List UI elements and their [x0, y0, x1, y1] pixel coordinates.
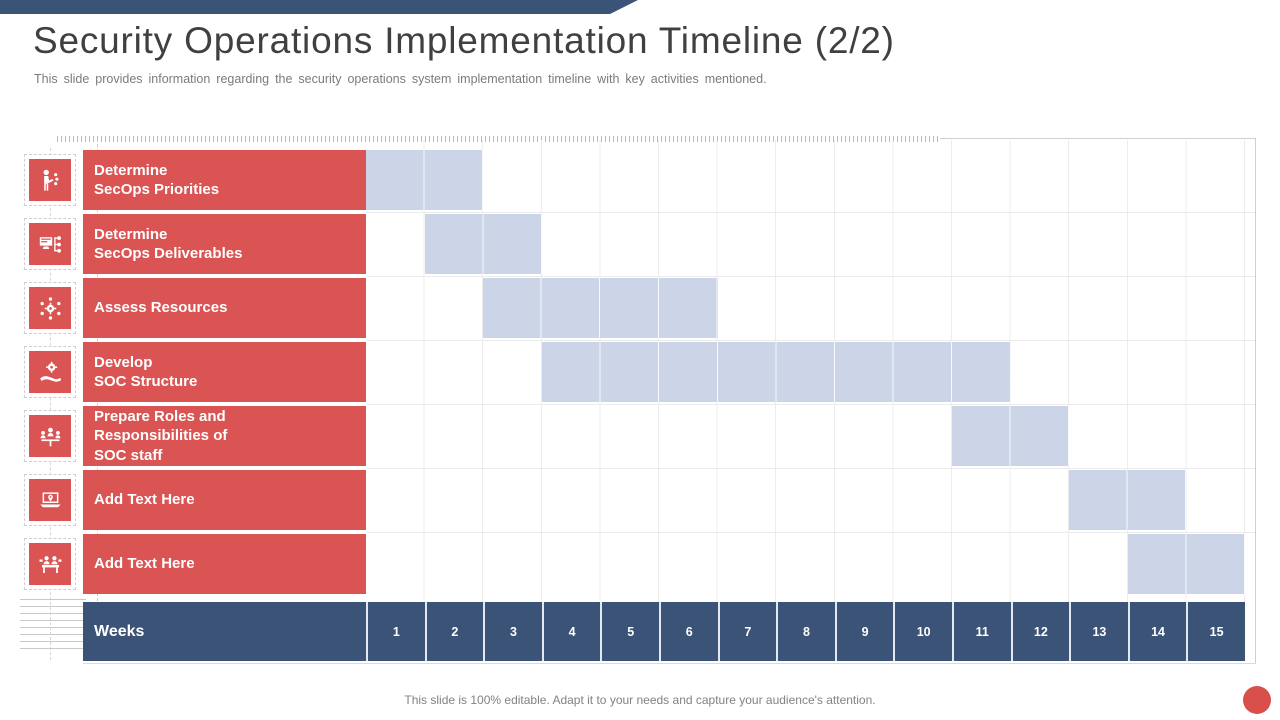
gantt-bar: [952, 406, 1070, 466]
person-pointing-icon: [29, 159, 71, 201]
gantt-bar: [366, 150, 484, 210]
chart-border-right: [1255, 138, 1256, 664]
week-tick: 7: [717, 602, 777, 661]
task-label: Add Text Here: [83, 470, 366, 530]
week-tick: 2: [424, 602, 484, 661]
task-label: Add Text Here: [83, 534, 366, 594]
top-accent-bar: [0, 0, 638, 14]
page-subtitle: This slide provides information regardin…: [34, 72, 767, 86]
week-tick: 1: [366, 602, 425, 661]
week-tick: 4: [541, 602, 601, 661]
horizontal-gridline: [366, 276, 1255, 277]
week-tick: 13: [1069, 602, 1128, 661]
task-icon-box: [24, 538, 76, 590]
footer-note: This slide is 100% editable. Adapt it to…: [404, 693, 876, 707]
gantt-bar: [1127, 534, 1245, 594]
task-icon-box: [24, 282, 76, 334]
week-tick: 11: [951, 602, 1011, 661]
task-icon-box: [24, 346, 76, 398]
week-tick: 8: [776, 602, 835, 661]
task-icon-box: [24, 474, 76, 526]
week-tick: 3: [483, 602, 542, 661]
icon-connector-line: [50, 148, 51, 660]
task-icon-box: [24, 218, 76, 270]
lines-decoration: [20, 599, 86, 649]
task-label: Determine SecOps Priorities: [83, 150, 366, 210]
week-tick: 9: [834, 602, 894, 661]
monitor-hierarchy-icon: [29, 223, 71, 265]
horizontal-gridline: [366, 404, 1255, 405]
week-tick-cells: 1 2 3 4 5 6 7 8 9 10 11 12 13 14 15: [366, 602, 1245, 661]
hand-gear-icon: [29, 351, 71, 393]
team-icon: [29, 415, 71, 457]
task-label: Determine SecOps Deliverables: [83, 214, 366, 274]
week-tick: 6: [658, 602, 718, 661]
horizontal-gridline: [366, 468, 1255, 469]
horizontal-gridline: [366, 212, 1255, 213]
gantt-bar: [483, 278, 718, 338]
task-label: Prepare Roles and Responsibilities of SO…: [83, 406, 366, 466]
dotted-ruler-decoration: [57, 136, 940, 142]
task-label: Develop SOC Structure: [83, 342, 366, 402]
gantt-bar: [541, 342, 1011, 402]
meeting-icon: [29, 543, 71, 585]
page-title: Security Operations Implementation Timel…: [33, 20, 895, 61]
network-gear-icon: [29, 287, 71, 329]
chart-border-bottom: [83, 663, 1256, 664]
week-tick: 10: [893, 602, 952, 661]
week-tick: 14: [1127, 602, 1187, 661]
horizontal-gridline: [366, 532, 1255, 533]
laptop-pin-icon: [29, 479, 71, 521]
corner-dot-decoration: [1243, 686, 1271, 714]
gantt-bar: [1069, 470, 1187, 530]
chart-border-top: [940, 138, 1255, 139]
task-icon-box: [24, 154, 76, 206]
horizontal-gridline: [366, 340, 1255, 341]
week-tick: 5: [600, 602, 659, 661]
week-tick: 12: [1010, 602, 1070, 661]
task-label: Assess Resources: [83, 278, 366, 338]
weeks-axis-label: Weeks: [94, 622, 145, 640]
weeks-axis: Weeks 1 2 3 4 5 6 7 8 9 10 11 12 13 14 15: [83, 602, 1245, 661]
task-icon-box: [24, 410, 76, 462]
gantt-bar: [424, 214, 542, 274]
week-tick: 15: [1186, 602, 1245, 661]
